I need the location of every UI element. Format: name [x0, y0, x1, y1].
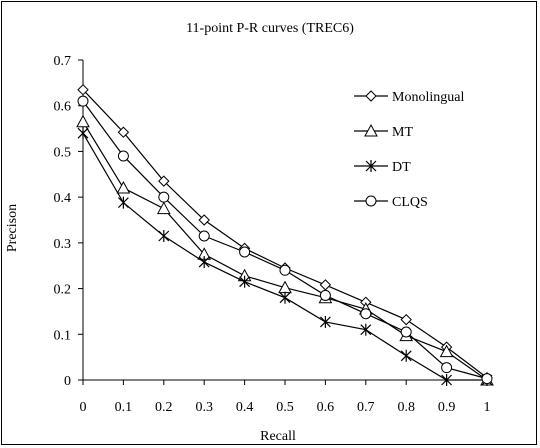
- x-axis-label: Recall: [260, 429, 296, 444]
- x-tick-label: 0.1: [115, 400, 133, 415]
- x-tick-label: 0.8: [397, 400, 415, 415]
- data-point-clqs: [360, 308, 372, 320]
- legend-marker-monolingual: [365, 90, 377, 102]
- data-point-mt: [439, 344, 454, 358]
- data-point-monolingual: [198, 214, 210, 226]
- data-point-clqs: [117, 150, 129, 162]
- legend-label-clqs: CLQS: [392, 195, 428, 210]
- series-line-mt: [82, 121, 488, 381]
- data-point-mt: [76, 114, 90, 128]
- data-point-mt: [116, 180, 131, 194]
- series-line-dt: [82, 132, 487, 381]
- data-point-monolingual: [117, 126, 130, 138]
- data-point-dt: [319, 315, 331, 328]
- x-tick-label: 0.9: [438, 400, 456, 415]
- data-point-dt: [239, 275, 251, 288]
- data-point-clqs: [239, 246, 251, 258]
- chart-title: 11-point P-R curves (TREC6): [186, 21, 354, 36]
- legend-label-monolingual: Monolingual: [392, 90, 464, 105]
- legend-marker-dt: [365, 160, 377, 172]
- x-tick-label: 0.6: [317, 400, 335, 415]
- y-tick-label: 0.3: [54, 237, 72, 252]
- x-tick-label: 0.5: [276, 400, 294, 415]
- y-tick-label: 0.1: [54, 328, 72, 343]
- data-point-clqs: [158, 191, 170, 203]
- y-tick-label: 0: [64, 374, 71, 389]
- series-line-clqs: [82, 100, 488, 380]
- x-tick-label: 1: [484, 400, 491, 415]
- x-tick-label: 0.2: [155, 400, 173, 415]
- data-point-clqs: [400, 326, 412, 338]
- y-tick-label: 0.7: [54, 54, 72, 69]
- data-point-clqs: [481, 373, 493, 385]
- data-point-dt: [279, 291, 291, 304]
- data-point-clqs: [77, 95, 89, 107]
- legend-label-dt: DT: [392, 160, 411, 175]
- data-point-clqs: [441, 362, 453, 374]
- data-point-dt: [77, 127, 89, 140]
- data-point-clqs: [198, 230, 210, 242]
- data-point-clqs: [319, 289, 331, 301]
- data-point-monolingual: [319, 279, 332, 291]
- x-tick-label: 0.4: [236, 400, 254, 415]
- y-tick-label: 0.5: [54, 145, 72, 160]
- data-point-monolingual: [400, 313, 412, 326]
- data-point-monolingual: [158, 175, 170, 187]
- series-line-monolingual: [82, 89, 488, 379]
- y-tick-label: 0.4: [54, 191, 72, 206]
- data-point-monolingual: [77, 84, 89, 96]
- x-tick-label: 0: [80, 400, 87, 415]
- data-point-dt: [400, 349, 412, 362]
- data-point-dt: [117, 196, 129, 209]
- data-point-mt: [156, 201, 171, 215]
- y-axis-label: Precison: [5, 204, 20, 252]
- data-point-dt: [158, 230, 170, 242]
- legend-marker-mt: [364, 123, 378, 137]
- y-tick-label: 0.2: [54, 283, 72, 298]
- data-point-dt: [198, 256, 210, 269]
- data-point-mt: [278, 280, 292, 294]
- legend-label-mt: MT: [392, 125, 413, 140]
- data-point-dt: [441, 374, 453, 386]
- y-tick-label: 0.6: [54, 100, 72, 115]
- x-tick-label: 0.7: [357, 400, 375, 415]
- legend-marker-clqs: [365, 195, 377, 207]
- x-tick-label: 0.3: [195, 400, 213, 415]
- data-point-dt: [360, 323, 372, 336]
- data-point-clqs: [279, 264, 291, 276]
